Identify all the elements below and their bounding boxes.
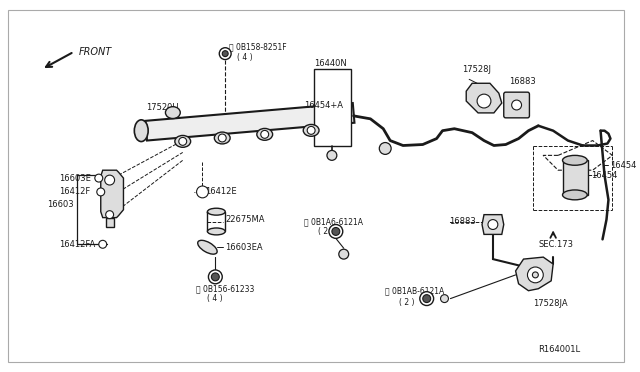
Text: 16454+A: 16454+A xyxy=(304,102,343,110)
Text: R164001L: R164001L xyxy=(538,346,580,355)
Text: Ⓑ 0B1AB-6121A: Ⓑ 0B1AB-6121A xyxy=(385,286,444,295)
Text: 22675MA: 22675MA xyxy=(225,215,265,224)
Circle shape xyxy=(440,295,449,302)
Circle shape xyxy=(327,150,337,160)
Circle shape xyxy=(511,100,522,110)
Text: SEC.173: SEC.173 xyxy=(538,240,573,249)
Text: 17528J: 17528J xyxy=(462,65,492,74)
Circle shape xyxy=(99,240,107,248)
Ellipse shape xyxy=(198,240,217,254)
Ellipse shape xyxy=(257,128,273,140)
Circle shape xyxy=(220,48,231,60)
Circle shape xyxy=(211,273,220,281)
Circle shape xyxy=(179,137,187,145)
Text: 17528JA: 17528JA xyxy=(533,299,568,308)
Ellipse shape xyxy=(134,120,148,142)
Text: Ⓑ 0B1A6-6121A: Ⓑ 0B1A6-6121A xyxy=(304,217,364,226)
Text: Ⓑ 0B158-8251F: Ⓑ 0B158-8251F xyxy=(229,42,287,51)
Polygon shape xyxy=(100,170,124,218)
Circle shape xyxy=(420,292,434,305)
Text: FRONT: FRONT xyxy=(79,46,112,57)
Text: 16412FA: 16412FA xyxy=(60,240,95,249)
FancyBboxPatch shape xyxy=(504,92,529,118)
Ellipse shape xyxy=(214,132,230,144)
Text: 16603EA: 16603EA xyxy=(225,243,263,252)
Ellipse shape xyxy=(563,190,588,200)
Text: Ⓑ 0B156-61233: Ⓑ 0B156-61233 xyxy=(196,284,254,293)
Polygon shape xyxy=(482,215,504,234)
Circle shape xyxy=(532,272,538,278)
Circle shape xyxy=(339,249,349,259)
Ellipse shape xyxy=(207,208,225,215)
Circle shape xyxy=(196,186,209,198)
Text: 16883: 16883 xyxy=(449,217,476,226)
Circle shape xyxy=(477,94,491,108)
Polygon shape xyxy=(563,160,588,195)
Circle shape xyxy=(380,142,391,154)
Polygon shape xyxy=(516,257,553,291)
Polygon shape xyxy=(466,83,502,113)
Bar xyxy=(314,70,351,145)
Circle shape xyxy=(105,175,115,185)
Circle shape xyxy=(218,134,226,142)
Circle shape xyxy=(307,126,315,134)
Text: ( 2 ): ( 2 ) xyxy=(318,227,333,236)
Text: ( 4 ): ( 4 ) xyxy=(237,53,253,62)
Circle shape xyxy=(209,270,222,284)
Text: ( 4 ): ( 4 ) xyxy=(207,294,223,303)
Circle shape xyxy=(423,295,431,302)
Text: 16412E: 16412E xyxy=(205,187,237,196)
Circle shape xyxy=(95,174,103,182)
Text: 16883: 16883 xyxy=(509,77,536,86)
Text: 16440N: 16440N xyxy=(314,59,347,68)
Ellipse shape xyxy=(563,155,588,165)
Text: ( 2 ): ( 2 ) xyxy=(399,298,415,307)
Circle shape xyxy=(488,219,498,230)
Polygon shape xyxy=(145,103,355,141)
Text: 16454: 16454 xyxy=(611,161,637,170)
Ellipse shape xyxy=(175,135,191,147)
Ellipse shape xyxy=(166,107,180,119)
Text: 16412F: 16412F xyxy=(60,187,90,196)
Polygon shape xyxy=(106,218,113,228)
Circle shape xyxy=(97,188,105,196)
Ellipse shape xyxy=(303,125,319,136)
Text: 17520U: 17520U xyxy=(146,103,179,112)
Text: 16603: 16603 xyxy=(47,200,74,209)
Circle shape xyxy=(106,211,113,219)
Circle shape xyxy=(527,267,543,283)
Circle shape xyxy=(329,225,343,238)
Ellipse shape xyxy=(207,228,225,235)
Circle shape xyxy=(332,228,340,235)
Circle shape xyxy=(260,131,269,138)
Circle shape xyxy=(222,51,228,57)
Text: 16454: 16454 xyxy=(591,171,617,180)
Text: 16603E: 16603E xyxy=(60,174,91,183)
